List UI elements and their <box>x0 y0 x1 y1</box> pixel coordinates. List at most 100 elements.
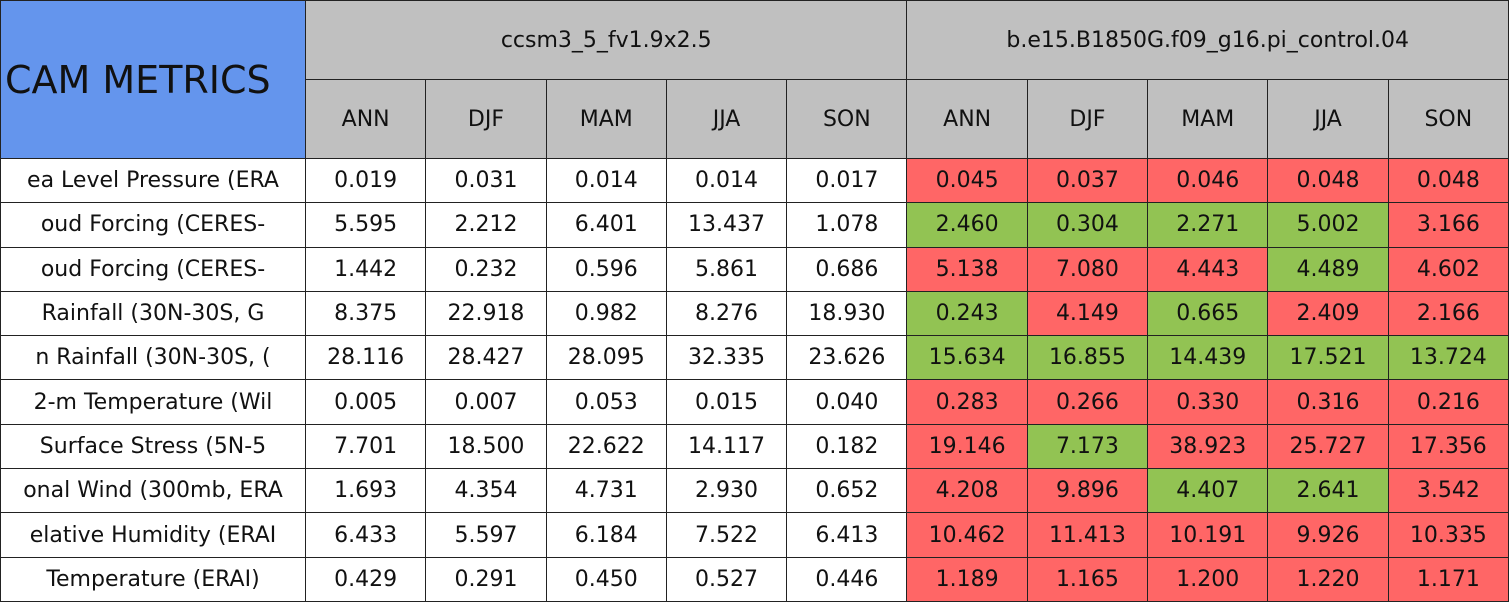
season-header: SON <box>786 79 908 159</box>
metric-value: 3.166 <box>1387 202 1509 248</box>
metric-value: 1.220 <box>1267 556 1389 602</box>
metric-value: 22.622 <box>545 423 667 470</box>
metric-value: 5.002 <box>1267 202 1389 248</box>
season-header: ANN <box>304 79 427 159</box>
metric-row: Rainfall (30N-30S, G 8.375 22.918 0.982 8.27… <box>0 290 1509 337</box>
metric-value: 10.335 <box>1387 512 1509 558</box>
metric-value: 4.149 <box>1026 290 1149 337</box>
metric-value: 4.407 <box>1147 468 1269 514</box>
metric-value: 0.330 <box>1147 379 1269 425</box>
metric-value: 28.095 <box>545 335 667 381</box>
metric-value: 0.283 <box>906 379 1028 425</box>
title-cell: CAM METRICS <box>0 0 306 159</box>
metric-row: n Rainfall (30N-30S, (28.116 28.427 28.095… <box>0 335 1509 381</box>
metric-value: 0.450 <box>545 556 667 602</box>
metric-value: 4.731 <box>545 468 667 514</box>
season-header: DJF <box>425 79 547 159</box>
metric-value: 23.626 <box>786 335 908 381</box>
metric-value: 10.462 <box>906 512 1028 558</box>
season-header: MAM <box>545 79 667 159</box>
metric-value: 0.019 <box>304 157 427 204</box>
metric-value: 0.243 <box>906 290 1028 337</box>
metric-value: 17.521 <box>1267 335 1389 381</box>
metric-row: Surface Stress (5N-5 7.701 18.500 22.622 14.… <box>0 423 1509 470</box>
metric-value: 2.212 <box>425 202 547 248</box>
metric-row: Temperature (ERAI) 0.429 0.291 0.450 0.527 0.… <box>0 556 1509 602</box>
metric-value: 8.276 <box>665 290 788 337</box>
metric-value: 2.641 <box>1267 468 1389 514</box>
metric-value: 0.046 <box>1147 157 1269 204</box>
metric-value: 9.896 <box>1026 468 1149 514</box>
metric-value: 0.037 <box>1026 157 1149 204</box>
metric-value: 0.527 <box>665 556 788 602</box>
metric-label: Temperature (ERAI) <box>0 556 306 602</box>
metric-value: 2.460 <box>906 202 1028 248</box>
metric-label: ea Level Pressure (ERA <box>0 157 306 204</box>
metric-value: 17.356 <box>1387 423 1509 470</box>
metric-value: 0.015 <box>665 379 788 425</box>
metric-value: 1.078 <box>786 202 908 248</box>
metric-value: 6.184 <box>545 512 667 558</box>
metric-value: 0.266 <box>1026 379 1149 425</box>
metric-value: 0.982 <box>545 290 667 337</box>
metric-value: 0.446 <box>786 556 908 602</box>
case-header: ccsm3_5_fv1.9x2.5 <box>304 0 908 80</box>
season-header: JJA <box>1267 79 1389 159</box>
metric-value: 4.208 <box>906 468 1028 514</box>
metric-label: onal Wind (300mb, ERA <box>0 468 306 514</box>
metric-value: 4.443 <box>1147 246 1269 292</box>
metric-value: 0.596 <box>545 246 667 292</box>
metric-value: 1.693 <box>304 468 427 514</box>
season-header: JJA <box>665 79 788 159</box>
metric-value: 2.409 <box>1267 290 1389 337</box>
metric-value: 1.165 <box>1026 556 1149 602</box>
metric-value: 0.017 <box>786 157 908 204</box>
metric-value: 5.138 <box>906 246 1028 292</box>
metric-label: elative Humidity (ERAI <box>0 512 306 558</box>
metric-value: 5.597 <box>425 512 547 558</box>
metric-value: 13.724 <box>1387 335 1509 381</box>
metric-value: 0.686 <box>786 246 908 292</box>
metric-value: 0.005 <box>304 379 427 425</box>
metric-value: 0.316 <box>1267 379 1389 425</box>
metric-value: 0.048 <box>1267 157 1389 204</box>
case-header: b.e15.B1850G.f09_g16.pi_control.04 <box>906 0 1509 80</box>
metric-value: 18.500 <box>425 423 547 470</box>
metric-value: 0.304 <box>1026 202 1149 248</box>
metric-row: onal Wind (300mb, ERA 1.693 4.354 4.731 2.93… <box>0 468 1509 514</box>
metric-value: 6.413 <box>786 512 908 558</box>
metric-row: 2-m Temperature (Wil 0.005 0.007 0.053 0.015… <box>0 379 1509 425</box>
metric-value: 10.191 <box>1147 512 1269 558</box>
metric-value: 0.216 <box>1387 379 1509 425</box>
metric-value: 0.014 <box>545 157 667 204</box>
metric-value: 11.413 <box>1026 512 1149 558</box>
metric-value: 4.602 <box>1387 246 1509 292</box>
metric-value: 4.354 <box>425 468 547 514</box>
metric-value: 3.542 <box>1387 468 1509 514</box>
metric-row: ea Level Pressure (ERA 0.019 0.031 0.014 0.0… <box>0 157 1509 204</box>
season-header: ANN <box>906 79 1028 159</box>
metric-value: 0.429 <box>304 556 427 602</box>
metric-value: 8.375 <box>304 290 427 337</box>
metric-value: 9.926 <box>1267 512 1389 558</box>
metric-value: 1.442 <box>304 246 427 292</box>
metric-value: 5.861 <box>665 246 788 292</box>
metric-value: 1.171 <box>1387 556 1509 602</box>
metric-label: oud Forcing (CERES- <box>0 246 306 292</box>
metric-value: 28.116 <box>304 335 427 381</box>
metric-value: 0.182 <box>786 423 908 470</box>
metric-value: 16.855 <box>1026 335 1149 381</box>
metric-value: 0.014 <box>665 157 788 204</box>
metric-value: 0.040 <box>786 379 908 425</box>
metric-value: 6.433 <box>304 512 427 558</box>
metric-label: Rainfall (30N-30S, G <box>0 290 306 337</box>
metric-value: 2.271 <box>1147 202 1269 248</box>
season-header: MAM <box>1147 79 1269 159</box>
metric-value: 6.401 <box>545 202 667 248</box>
metric-value: 18.930 <box>786 290 908 337</box>
metric-value: 0.048 <box>1387 157 1509 204</box>
metric-value: 1.189 <box>906 556 1028 602</box>
metric-value: 7.173 <box>1026 423 1149 470</box>
metric-value: 28.427 <box>425 335 547 381</box>
